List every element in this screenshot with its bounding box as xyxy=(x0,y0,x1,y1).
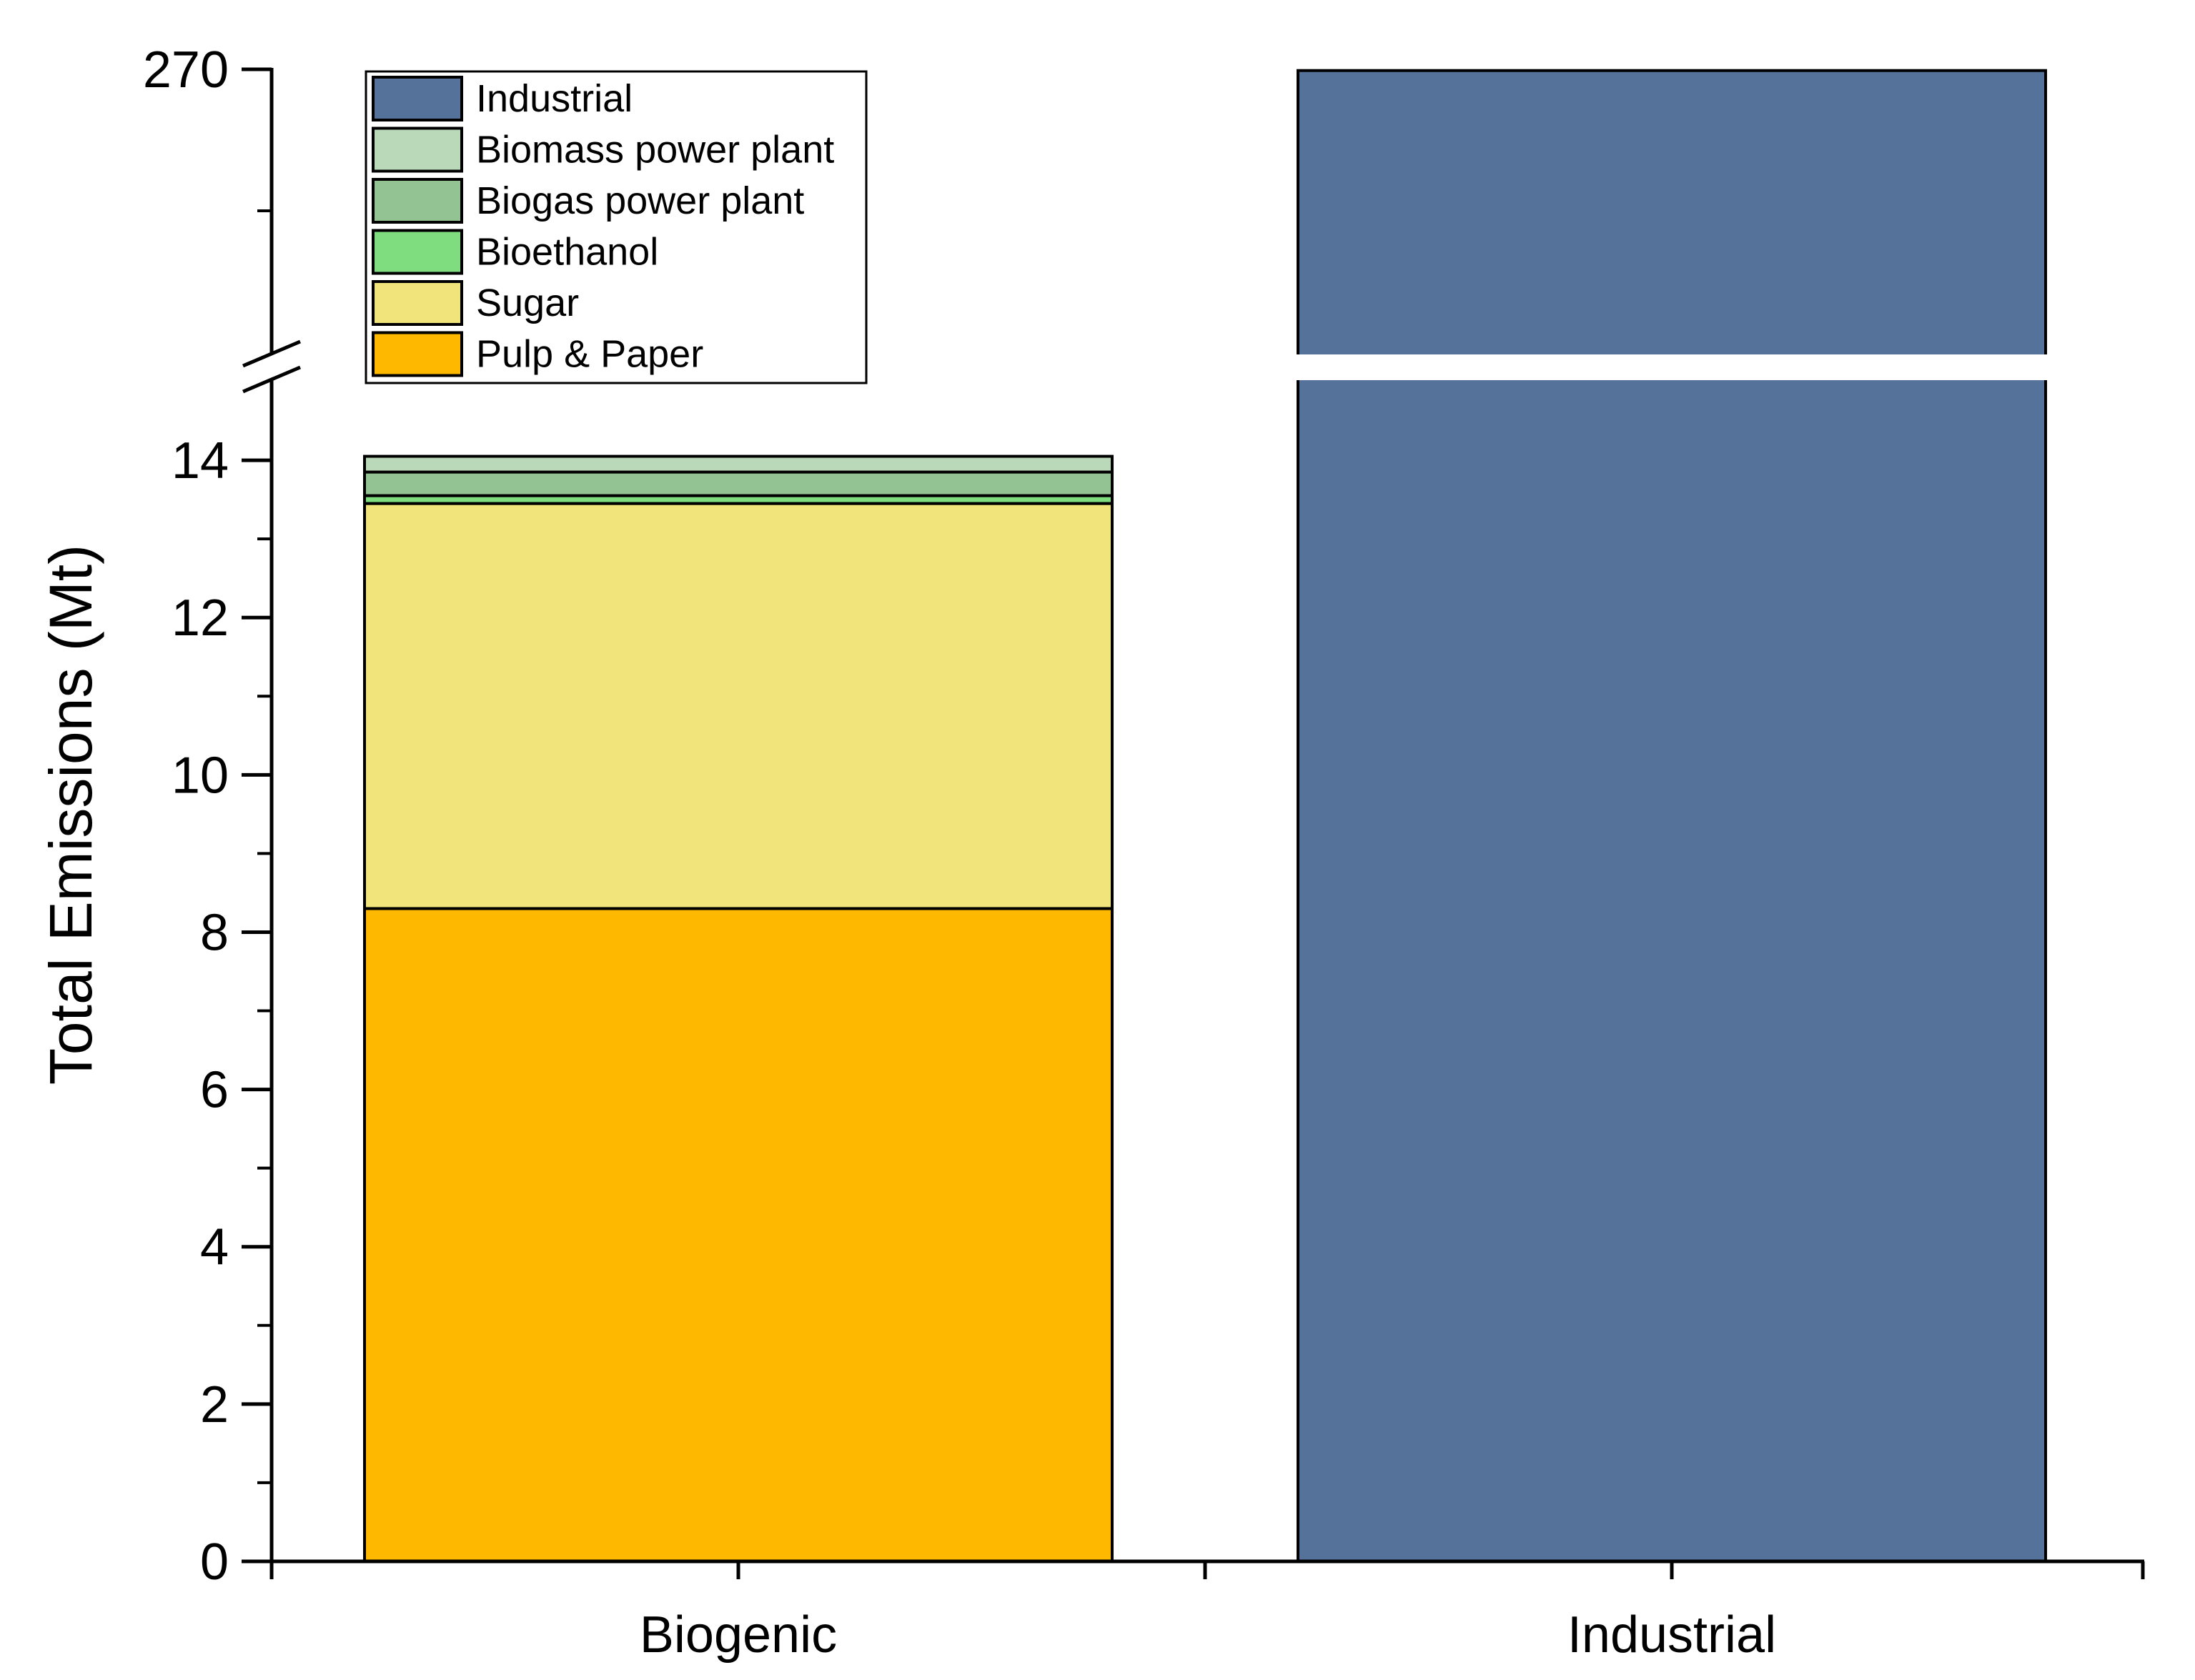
legend: Industrial Biomass power plant Biogas powe… xyxy=(365,70,868,384)
y-tick-label-270: 270 xyxy=(143,41,229,99)
legend-frame xyxy=(365,70,868,384)
y-tick-label-4: 4 xyxy=(200,1219,229,1276)
legend-label-sugar: Sugar xyxy=(476,282,579,324)
legend-label-bioethanol: Bioethanol xyxy=(476,231,658,274)
legend-swatch-industrial xyxy=(372,76,463,121)
y-tick-label-10: 10 xyxy=(172,747,229,804)
axis-break-mark-lower xyxy=(242,365,301,394)
y-tick-label-6: 6 xyxy=(200,1062,229,1119)
y-tick-label-0: 0 xyxy=(200,1534,229,1591)
y-ticks-group: 0 2 4 6 8 10 12 14 270 xyxy=(143,41,272,1591)
legend-swatch-biomass-power-plant xyxy=(372,126,463,173)
axis-break-mark-upper xyxy=(242,339,301,368)
bar-segment-biogenic-pulp-paper xyxy=(363,907,1114,1563)
y-tick-label-12: 12 xyxy=(172,590,229,647)
y-tick-label-14: 14 xyxy=(172,432,229,489)
legend-label-industrial: Industrial xyxy=(476,77,633,120)
legend-swatch-pulp-paper xyxy=(372,331,463,377)
bars-group xyxy=(363,69,2047,1564)
legend-swatch-sugar xyxy=(372,280,463,326)
x-labels-group: Biogenic Industrial xyxy=(640,1606,1776,1664)
bar-segment-biogenic-biogas-power-plant xyxy=(363,470,1114,497)
bar-segment-biogenic-biomass-power-plant xyxy=(363,454,1114,474)
bar-segment-industrial-industrial xyxy=(1297,69,2047,1564)
x-label-biogenic: Biogenic xyxy=(640,1606,837,1664)
y-axis-title: Total Emissions (Mt) xyxy=(37,545,104,1085)
y-tick-label-8: 8 xyxy=(200,904,229,961)
legend-swatch-biogas-power-plant xyxy=(372,178,463,224)
bar-segment-biogenic-sugar xyxy=(363,502,1114,910)
legend-label-pulp-paper: Pulp & Paper xyxy=(476,333,703,376)
y-tick-label-2: 2 xyxy=(200,1376,229,1433)
legend-label-biomass-power-plant: Biomass power plant xyxy=(476,129,834,172)
legend-swatch-bioethanol xyxy=(372,229,463,275)
legend-label-biogas-power-plant: Biogas power plant xyxy=(476,179,804,222)
x-label-industrial: Industrial xyxy=(1567,1606,1776,1664)
